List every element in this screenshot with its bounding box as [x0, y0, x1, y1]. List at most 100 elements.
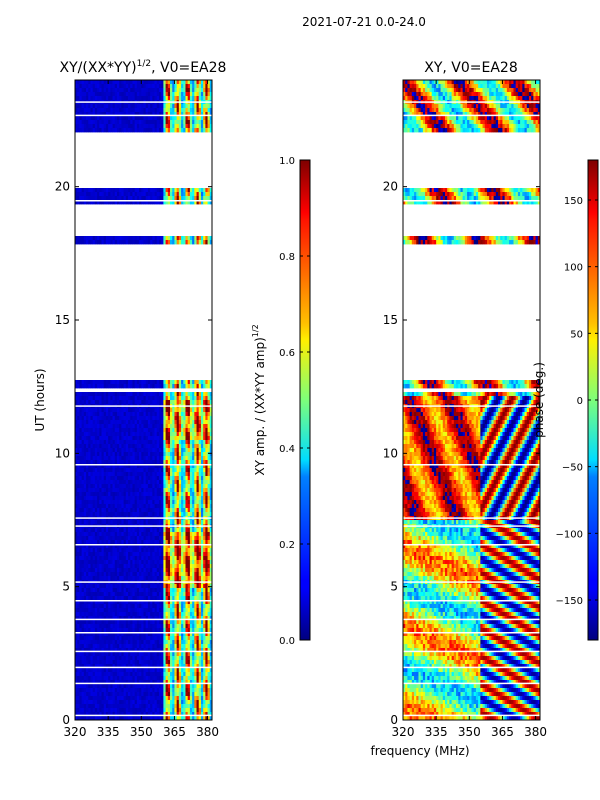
heatmap-cell — [207, 592, 211, 597]
heatmap-cell — [105, 384, 109, 389]
heatmap-cell — [97, 540, 100, 545]
heatmap-cell — [205, 192, 208, 197]
heatmap-row — [75, 432, 212, 437]
heatmap-cell — [183, 452, 186, 457]
heatmap-cell — [181, 536, 184, 541]
heatmap-cell — [79, 92, 83, 97]
heatmap-cell — [189, 432, 193, 437]
heatmap-cell — [172, 468, 175, 473]
heatmap-cell — [81, 592, 85, 597]
heatmap-cell — [189, 420, 193, 425]
heatmap-cell — [192, 120, 195, 125]
heatmap-cell — [114, 612, 118, 617]
heatmap-cell — [90, 236, 94, 241]
heatmap-cell — [178, 508, 182, 513]
heatmap-cell — [123, 544, 127, 549]
heatmap-cell — [128, 528, 131, 533]
heatmap-cell — [181, 584, 184, 589]
heatmap-cell — [152, 584, 155, 589]
heatmap-cell — [108, 604, 111, 609]
heatmap-cell — [178, 240, 182, 245]
heatmap-cell — [165, 520, 169, 525]
heatmap-cell — [165, 568, 169, 573]
heatmap-cell — [81, 488, 85, 493]
heatmap-cell — [136, 424, 140, 429]
heatmap-cell — [198, 416, 202, 421]
heatmap-cell — [103, 128, 107, 133]
heatmap-cell — [110, 596, 113, 601]
heatmap-row — [75, 488, 212, 493]
heatmap-cell — [77, 412, 80, 417]
heatmap-cell — [203, 488, 206, 493]
heatmap-cell — [207, 408, 211, 413]
heatmap-cell — [90, 520, 94, 525]
heatmap-cell — [134, 612, 138, 617]
heatmap-cell — [128, 484, 131, 489]
heatmap-cell — [81, 576, 85, 581]
heatmap-cell — [94, 472, 98, 477]
heatmap-cell — [183, 396, 186, 401]
heatmap-cell — [90, 504, 94, 509]
heatmap-cell — [141, 192, 144, 197]
heatmap-cell — [141, 84, 144, 89]
heatmap-cell — [167, 616, 171, 621]
heatmap-cell — [158, 196, 162, 201]
heatmap-cell — [88, 236, 91, 241]
heatmap-cell — [121, 408, 125, 413]
heatmap-cell — [112, 596, 116, 601]
heatmap-cell — [207, 600, 211, 605]
heatmap-cell — [123, 108, 127, 113]
heatmap-cell — [108, 448, 111, 453]
heatmap-cell — [116, 536, 120, 541]
heatmap-cell — [192, 484, 195, 489]
heatmap-cell — [130, 192, 133, 197]
heatmap-cell — [136, 448, 140, 453]
heatmap-cell — [105, 104, 109, 109]
heatmap-cell — [79, 392, 83, 397]
heatmap-cell — [207, 560, 211, 565]
heatmap-cell — [161, 584, 164, 589]
heatmap-cell — [77, 596, 80, 601]
heatmap-cell — [97, 576, 100, 581]
heatmap-cell — [99, 436, 102, 441]
heatmap-cell — [176, 572, 180, 577]
heatmap-cell — [136, 604, 140, 609]
heatmap-cell — [123, 240, 127, 245]
heatmap-cell — [161, 480, 164, 485]
heatmap-cell — [94, 452, 98, 457]
heatmap-cell — [156, 460, 160, 465]
heatmap-cell — [83, 620, 87, 625]
heatmap-cell — [136, 528, 140, 533]
heatmap-cell — [167, 112, 171, 117]
heatmap-cell — [194, 468, 197, 473]
heatmap-cell — [92, 192, 96, 197]
heatmap-cell — [176, 548, 180, 553]
heatmap-row — [75, 480, 212, 485]
heatmap-cell — [105, 456, 109, 461]
heatmap-cell — [108, 512, 111, 517]
heatmap-cell — [110, 504, 113, 509]
heatmap-cell — [158, 596, 162, 601]
heatmap-cell — [110, 464, 113, 469]
heatmap-cell — [81, 484, 85, 489]
heatmap-cell — [99, 480, 102, 485]
heatmap-cell — [121, 412, 125, 417]
heatmap-cell — [143, 616, 147, 621]
heatmap-cell — [163, 600, 166, 605]
heatmap-cell — [108, 380, 111, 385]
heatmap-cell — [90, 416, 94, 421]
heatmap-cell — [116, 400, 120, 405]
heatmap-cell — [134, 116, 138, 121]
heatmap-cell — [163, 528, 166, 533]
heatmap-cell — [176, 492, 180, 497]
heatmap-cell — [205, 476, 208, 481]
heatmap-cell — [141, 124, 144, 129]
heatmap-cell — [161, 416, 164, 421]
heatmap-cell — [170, 556, 173, 561]
heatmap-cell — [196, 564, 200, 569]
heatmap-cell — [185, 428, 189, 433]
heatmap-cell — [114, 240, 118, 245]
heatmap-cell — [94, 392, 98, 397]
heatmap-cell — [200, 504, 204, 509]
heatmap-cell — [110, 536, 113, 541]
